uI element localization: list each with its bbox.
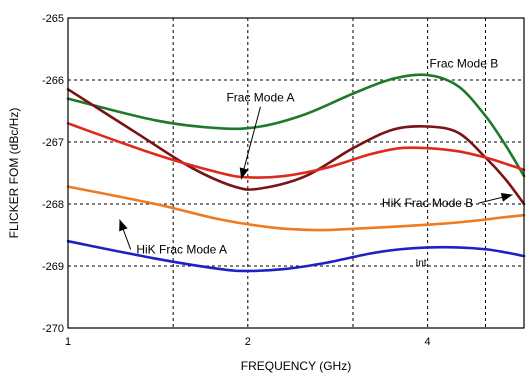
annotation-arrow-line	[240, 106, 261, 180]
y-axis-title: FLICKER FOM (dBc/Hz)	[7, 108, 21, 239]
series-line-frac-mode-b	[66, 73, 526, 178]
y-tick-label: -270	[42, 323, 64, 335]
annotation-label: Int	[415, 258, 426, 269]
y-tick-label: -268	[42, 199, 64, 211]
annotation-arrow-head	[239, 167, 249, 180]
x-axis-title: FREQUENCY (GHz)	[241, 359, 351, 373]
x-tick-label: 4	[425, 336, 431, 348]
x-tick-label: 2	[245, 336, 251, 348]
series-line-frac-mode-a	[66, 122, 526, 179]
annotation-label: HiK Frac Mode A	[136, 243, 227, 257]
annotation-label: HiK Frac Mode B	[382, 196, 473, 210]
annotation-arrow-head	[500, 192, 513, 202]
y-tick-label: -265	[42, 13, 64, 25]
y-tick-label: -269	[42, 261, 64, 273]
plot-frame	[67, 17, 525, 329]
series-line-hik-frac-mode-a	[66, 239, 526, 273]
annotation-arrow-head	[119, 219, 128, 232]
series-line-hik-frac-mode-b	[66, 185, 526, 232]
series-curves	[66, 73, 526, 273]
x-tick-label: 1	[65, 336, 71, 348]
y-tick-label: -267	[42, 137, 64, 149]
y-tick-label: -266	[42, 75, 64, 87]
annotations: Frac Mode A Frac Mode B HiK Frac Mode B HiK…	[119, 57, 513, 269]
annotation-label: Frac Mode B	[430, 57, 499, 71]
annotation-label: Frac Mode A	[226, 91, 294, 105]
